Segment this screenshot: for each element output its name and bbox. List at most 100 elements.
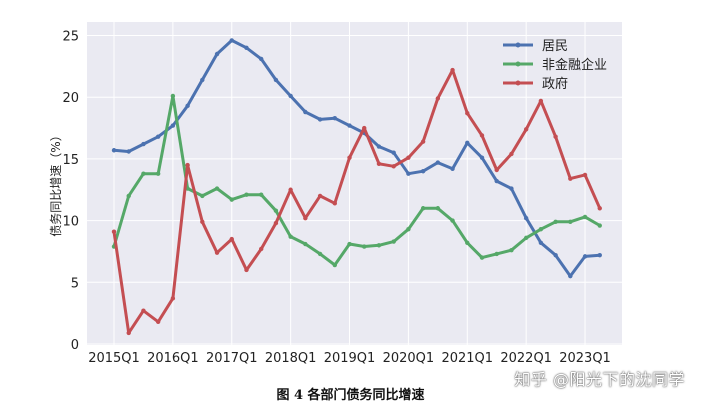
data-point — [214, 51, 220, 57]
data-point — [479, 133, 485, 138]
data-point — [141, 171, 146, 176]
data-point — [465, 111, 470, 116]
data-point — [288, 234, 293, 239]
data-point — [435, 160, 441, 165]
series-lines — [111, 38, 602, 336]
data-point — [597, 252, 602, 258]
y-tick-label: 5 — [71, 276, 79, 291]
data-point — [406, 227, 411, 232]
data-point — [288, 93, 293, 99]
data-point — [229, 197, 234, 202]
data-point — [597, 206, 602, 211]
data-point — [288, 187, 293, 192]
data-point — [494, 167, 499, 173]
watermark: 知乎 @阳光下的沈同学 — [514, 370, 685, 389]
data-point — [494, 251, 499, 257]
data-point — [479, 255, 485, 260]
x-tick-label: 2015Q1 — [88, 351, 140, 366]
data-point — [435, 96, 441, 101]
data-point — [347, 241, 352, 247]
series-line — [112, 68, 602, 335]
legend-label: 政府 — [542, 77, 568, 92]
data-point — [450, 67, 455, 73]
data-point — [568, 273, 573, 279]
data-point — [538, 98, 544, 104]
x-tick-label: 2017Q1 — [206, 351, 258, 366]
data-point — [111, 229, 117, 234]
data-point — [185, 103, 190, 109]
data-point — [494, 178, 499, 184]
data-point — [420, 139, 426, 144]
plot-area — [87, 22, 622, 345]
data-point — [259, 56, 264, 62]
data-point — [273, 220, 279, 226]
data-point — [568, 219, 573, 225]
data-point — [170, 93, 176, 99]
y-axis-label: 债务同比增速（%） — [48, 129, 63, 236]
legend-label: 非金融企业 — [542, 57, 607, 73]
data-point — [126, 330, 131, 336]
x-tick-label: 2019Q1 — [324, 351, 376, 366]
data-point — [155, 134, 161, 139]
x-axis: 2015Q1 2016Q1 2017Q1 2018Q1 2019Q1 2020Q1 2021… — [88, 351, 611, 366]
x-tick-label: 2022Q1 — [500, 351, 552, 366]
data-point — [523, 127, 529, 132]
data-point — [126, 149, 131, 154]
data-point — [582, 254, 588, 259]
series-2 — [111, 67, 602, 336]
data-point — [376, 243, 382, 248]
data-point — [406, 171, 411, 176]
data-point — [376, 161, 382, 167]
data-point — [420, 169, 426, 174]
data-point — [523, 235, 529, 241]
data-point — [273, 77, 279, 83]
data-point — [273, 208, 279, 213]
data-point — [126, 193, 131, 199]
data-point — [538, 227, 544, 232]
data-point — [317, 193, 323, 199]
y-tick-label: 25 — [62, 30, 79, 45]
series-0 — [111, 38, 602, 279]
data-point — [553, 219, 558, 225]
data-point — [509, 186, 514, 191]
data-point — [509, 151, 514, 157]
line-chart: 2015Q1 2016Q1 2017Q1 2018Q1 2019Q1 2020Q1 2021… — [48, 22, 622, 366]
x-tick-label: 2016Q1 — [147, 351, 199, 366]
y-axis: 0 5 10 15 20 25 — [62, 30, 79, 354]
legend-label: 居民 — [542, 39, 568, 54]
data-point — [170, 296, 176, 301]
x-tick-label: 2021Q1 — [441, 351, 493, 366]
data-point — [200, 219, 205, 225]
data-point — [214, 250, 220, 255]
data-point — [303, 215, 308, 221]
data-point — [141, 141, 146, 147]
data-point — [465, 140, 470, 146]
data-point — [391, 239, 396, 244]
data-point — [200, 77, 205, 83]
y-tick-label: 15 — [62, 153, 79, 168]
data-point — [332, 115, 337, 121]
legend-marker — [515, 80, 521, 86]
x-tick-label: 2020Q1 — [383, 351, 435, 366]
data-point — [141, 308, 146, 313]
data-point — [317, 251, 323, 257]
data-point — [523, 215, 529, 221]
series-line — [112, 38, 602, 278]
data-point — [259, 192, 264, 197]
x-tick-label: 2018Q1 — [265, 351, 317, 366]
data-point — [155, 171, 161, 176]
data-point — [391, 164, 396, 169]
data-point — [376, 144, 382, 149]
data-point — [347, 155, 352, 160]
data-point — [332, 201, 337, 206]
data-point — [435, 206, 441, 211]
data-point — [155, 319, 161, 324]
y-tick-label: 20 — [62, 91, 79, 106]
data-point — [170, 123, 176, 128]
legend-marker — [515, 61, 521, 67]
data-point — [362, 244, 367, 249]
data-point — [244, 192, 249, 197]
data-point — [229, 38, 234, 43]
data-point — [553, 134, 558, 139]
